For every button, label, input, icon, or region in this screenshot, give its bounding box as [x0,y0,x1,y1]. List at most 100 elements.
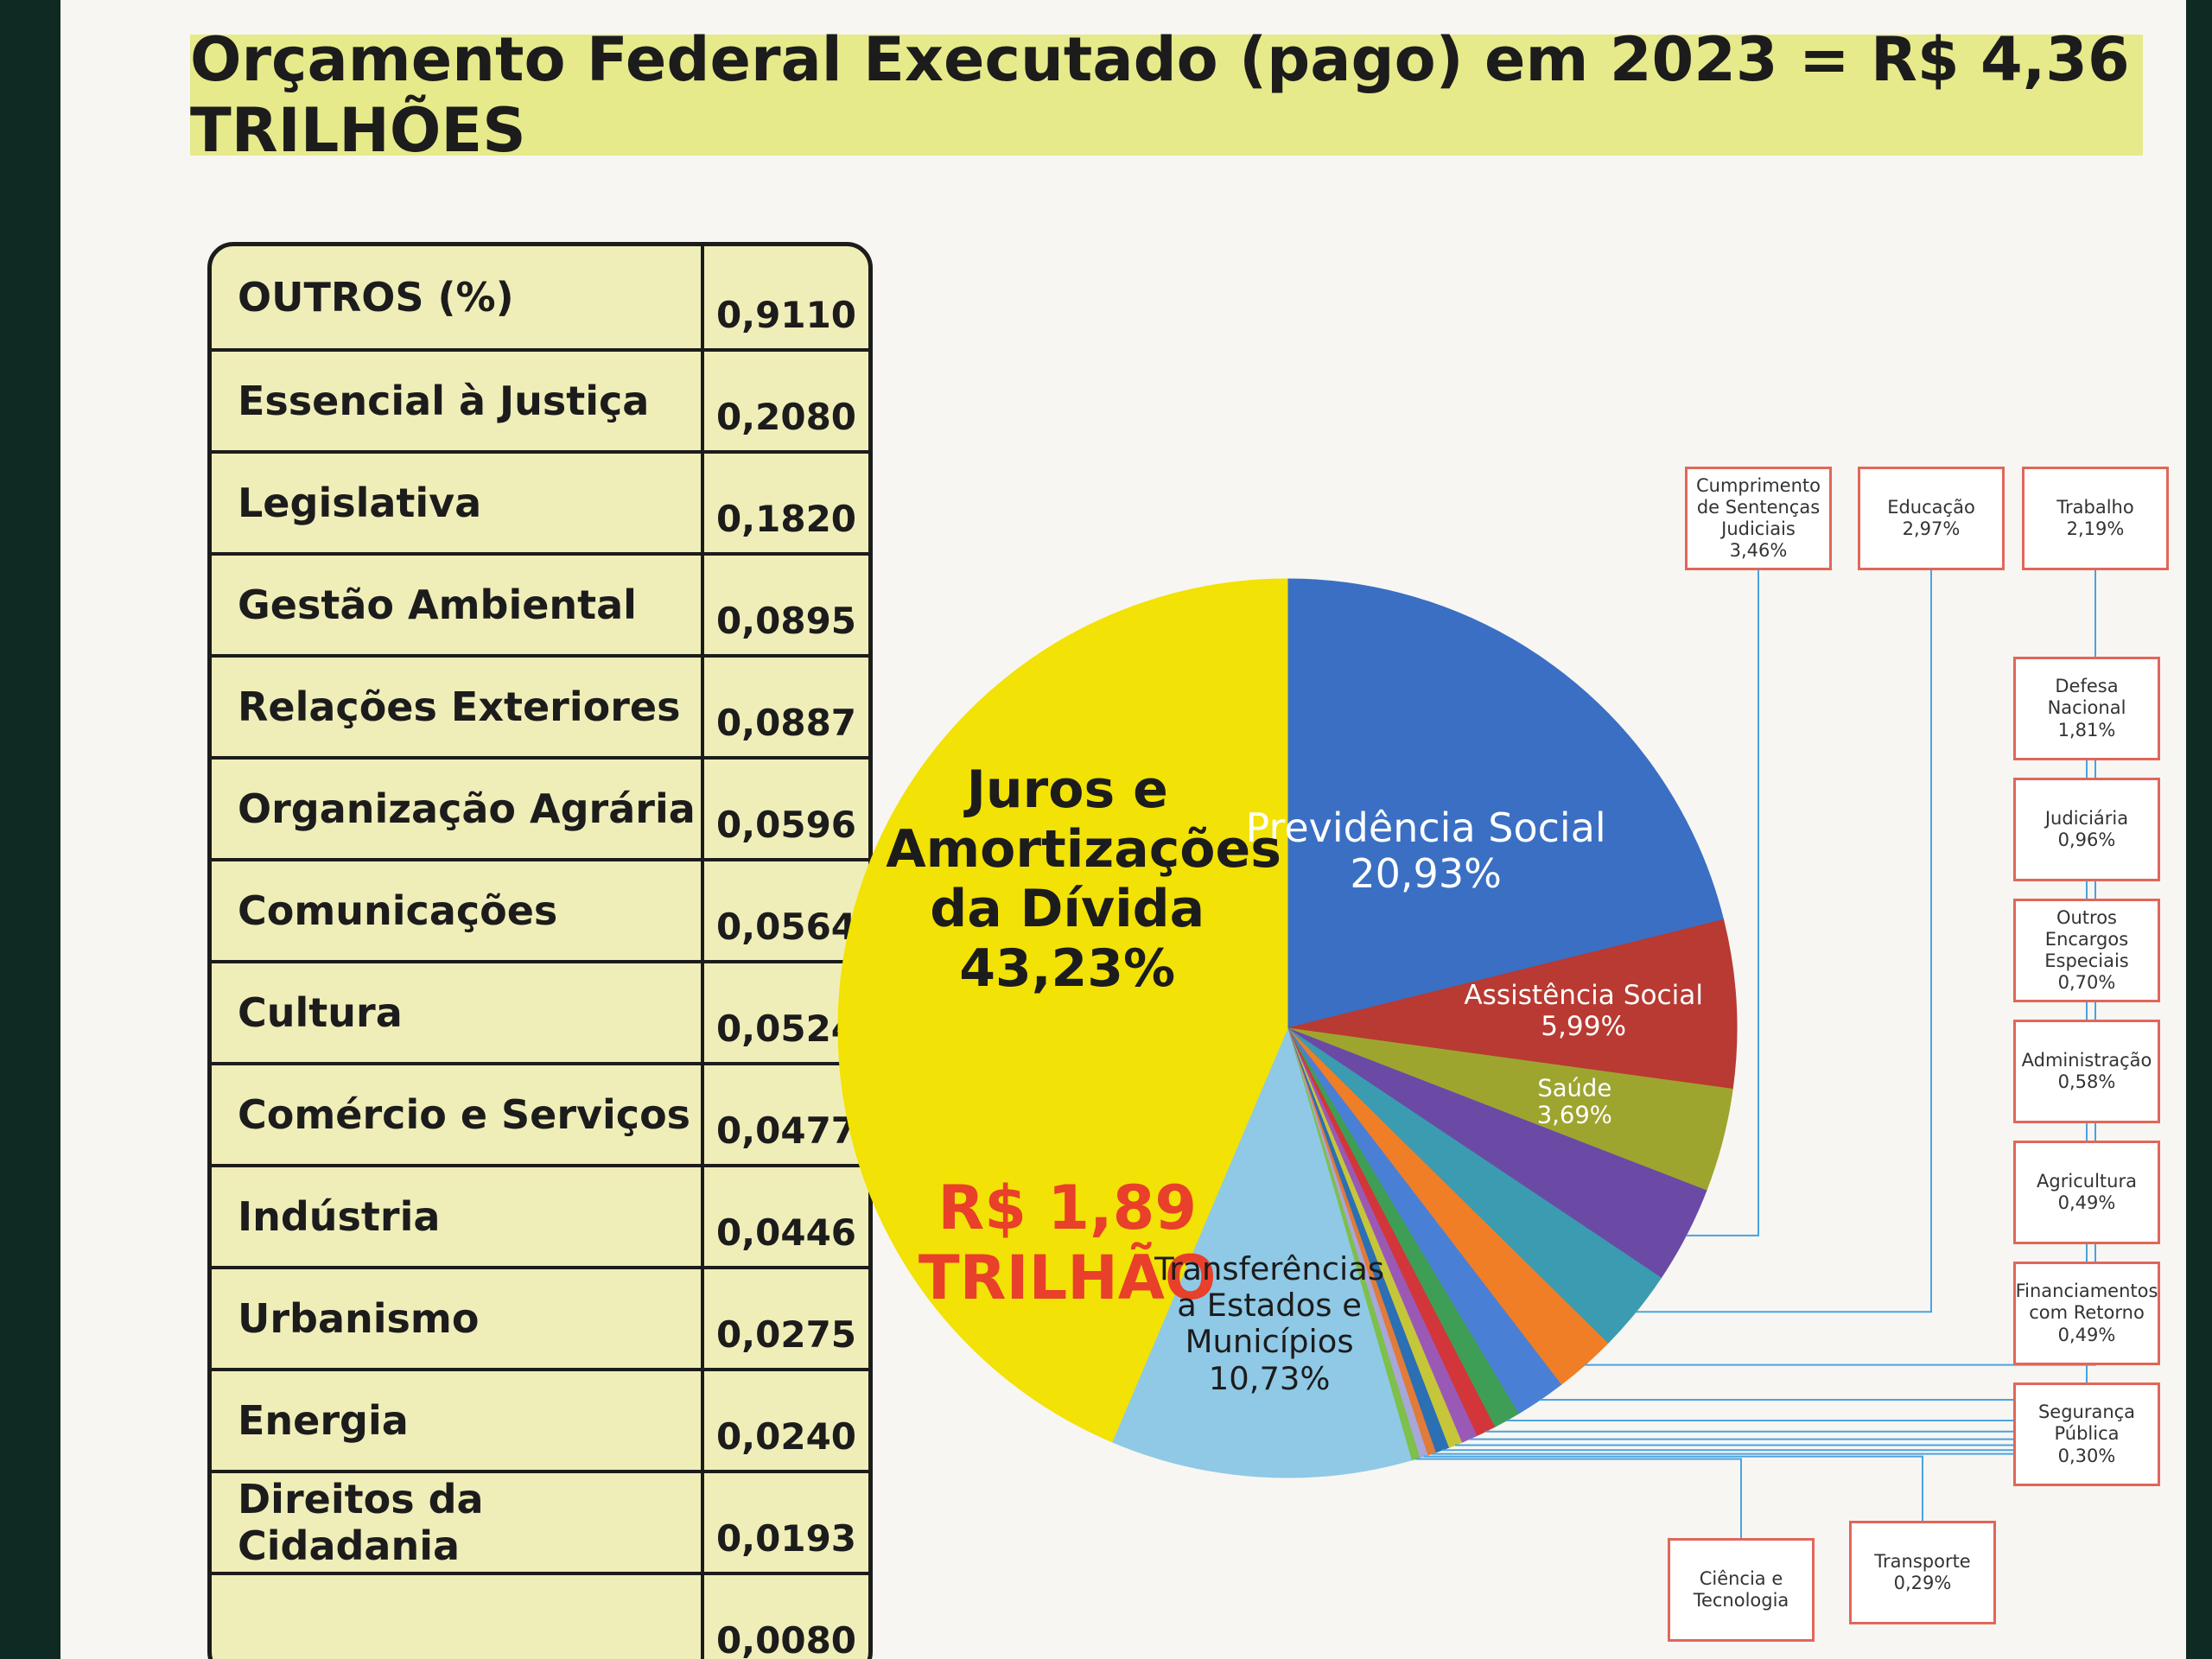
table-value: 0,0564 [715,906,857,948]
category-label: Educação [1887,496,1975,518]
category-box: Educação 2,97% [1858,467,2005,570]
value-label: 5,99% [1541,1011,1627,1043]
table-label: Direitos da Cidadania [212,1473,704,1572]
category-box: Defesa Nacional 1,81% [2013,657,2160,760]
value-label: 0,49% [2057,1192,2116,1213]
category-label: Financiamentos com Retorno [2015,1281,2158,1324]
category-label: Agricultura [2037,1170,2137,1192]
table-row: Energia 0,0240 [212,1368,868,1470]
category-label: Previdência Social [1245,804,1606,852]
table-label: Comércio e Serviços [212,1065,704,1164]
category-label: Assistência Social [1464,980,1704,1012]
value-label: 10,73% [1208,1360,1331,1398]
table-label: Comunicações [212,861,704,960]
table-total: 0,9110 [715,294,857,336]
slice-label: Saúde 3,69% [1419,1075,1730,1129]
value-label: 0,58% [2057,1071,2116,1092]
category-label: Administração [2021,1049,2152,1071]
value-label: 2,19% [2066,518,2125,539]
value-label: 3,46% [1729,540,1788,562]
value-label: 20,93% [1350,850,1502,898]
table-row: Legislativa 0,1820 [212,450,868,552]
table-label: Legislativa [212,454,704,552]
table-row: Relações Exteriores 0,0887 [212,654,868,756]
value-label: 0,29% [1893,1573,1952,1593]
category-box: Cumprimento de Sentenças Judiciais 3,46% [1685,467,1832,570]
annotation: R$ 1,89 TRILHÃO [918,1173,1217,1313]
value-label: 1,81% [2057,719,2116,741]
table-row: Organização Agrária 0,0596 [212,756,868,858]
value-label: 0,30% [2057,1445,2116,1466]
chart-title: Orçamento Federal Executado (pago) em 20… [190,24,2143,166]
connector-line [1415,1458,1742,1538]
category-box: Segurança Pública 0,30% [2013,1382,2160,1486]
category-label: Defesa Nacional [2047,676,2126,719]
table-row: Gestão Ambiental 0,0895 [212,552,868,654]
category-label: Cumprimento de Sentenças Judiciais [1696,474,1821,539]
category-label: Saúde [1537,1075,1612,1103]
table-label: Organização Agrária [212,760,704,858]
slice-label: Transferências a Estados e Municípios 10,… [1140,1250,1399,1398]
table-value: 0,0275 [715,1313,857,1356]
table-label: Cultura [212,963,704,1062]
table-value: 0,0477 [715,1109,857,1152]
value-label: 0,96% [2057,830,2116,850]
value-label: 0,49% [2057,1324,2116,1345]
table-label: Urbanismo [212,1269,704,1368]
pie-slice [837,578,1288,1443]
table-row: Cultura 0,0524 [212,960,868,1062]
category-label: Outros Encargos Especiais [2044,906,2129,971]
table-row: OUTROS (%) 0,9110 [212,246,868,348]
slice-label: Assistência Social 5,99% [1428,980,1739,1044]
table-value: 0,0524 [715,1007,857,1050]
table-value: 0,2080 [715,396,857,438]
category-box: Ciência e Tecnologia [1668,1538,1815,1642]
table-label: Indústria [212,1167,704,1266]
table-label [212,1575,704,1659]
category-label: Judiciária [2044,807,2129,829]
table-label: Relações Exteriores [212,658,704,756]
category-box: Outros Encargos Especiais 0,70% [2013,899,2160,1002]
pie-slice [1287,918,1738,1090]
pie-slice [1111,1027,1412,1478]
category-box: Transporte 0,29% [1849,1521,1996,1624]
table-label: Gestão Ambiental [212,556,704,654]
table-value: 0,0895 [715,600,857,642]
category-label: Juros e Amortizações da Dívida [886,760,1281,940]
table-value: 0,0596 [715,804,857,846]
value-label: 2,97% [1902,518,1961,539]
category-box: Trabalho 2,19% [2022,467,2169,570]
table-row: Comunicações 0,0564 [212,858,868,960]
table-label: Energia [212,1371,704,1470]
category-label: Segurança Pública [2037,1402,2136,1445]
table-row: Urbanismo 0,0275 [212,1266,868,1368]
table-value: 0,0193 [715,1517,857,1560]
pie-slice [1287,578,1725,1029]
table-header: OUTROS (%) [212,246,704,348]
table-row: Comércio e Serviços 0,0477 [212,1062,868,1164]
table-value: 0,0887 [715,702,857,744]
table-row: 0,0080 [212,1572,868,1659]
category-label: Transporte [1874,1550,1971,1572]
table-row: Essencial à Justiça 0,2080 [212,348,868,450]
connector-line [1636,570,1932,1313]
category-box: Financiamentos com Retorno 0,49% [2013,1262,2160,1365]
table-row: Direitos da Cidadania 0,0193 [212,1470,868,1572]
table-value: 0,0446 [715,1211,857,1254]
category-label: Ciência e Tecnologia [1693,1567,1789,1611]
category-label: Trabalho [2056,496,2134,518]
outros-table: OUTROS (%) 0,9110 Essencial à Justiça 0,208… [207,242,873,1659]
connector-line [1423,1455,1923,1521]
table-value: 0,1820 [715,498,857,540]
slice-label: Previdência Social 20,93% [1244,805,1607,897]
table-value: 0,0240 [715,1415,857,1458]
slice-label: Juros e Amortizações da Dívida 43,23% [886,760,1281,1000]
connector-line [1686,570,1759,1236]
value-label: 43,23% [959,938,1176,1000]
category-box: Administração 0,58% [2013,1020,2160,1123]
table-label: Essencial à Justiça [212,352,704,450]
value-label: 0,70% [2057,972,2116,994]
category-box: Agricultura 0,49% [2013,1141,2160,1244]
